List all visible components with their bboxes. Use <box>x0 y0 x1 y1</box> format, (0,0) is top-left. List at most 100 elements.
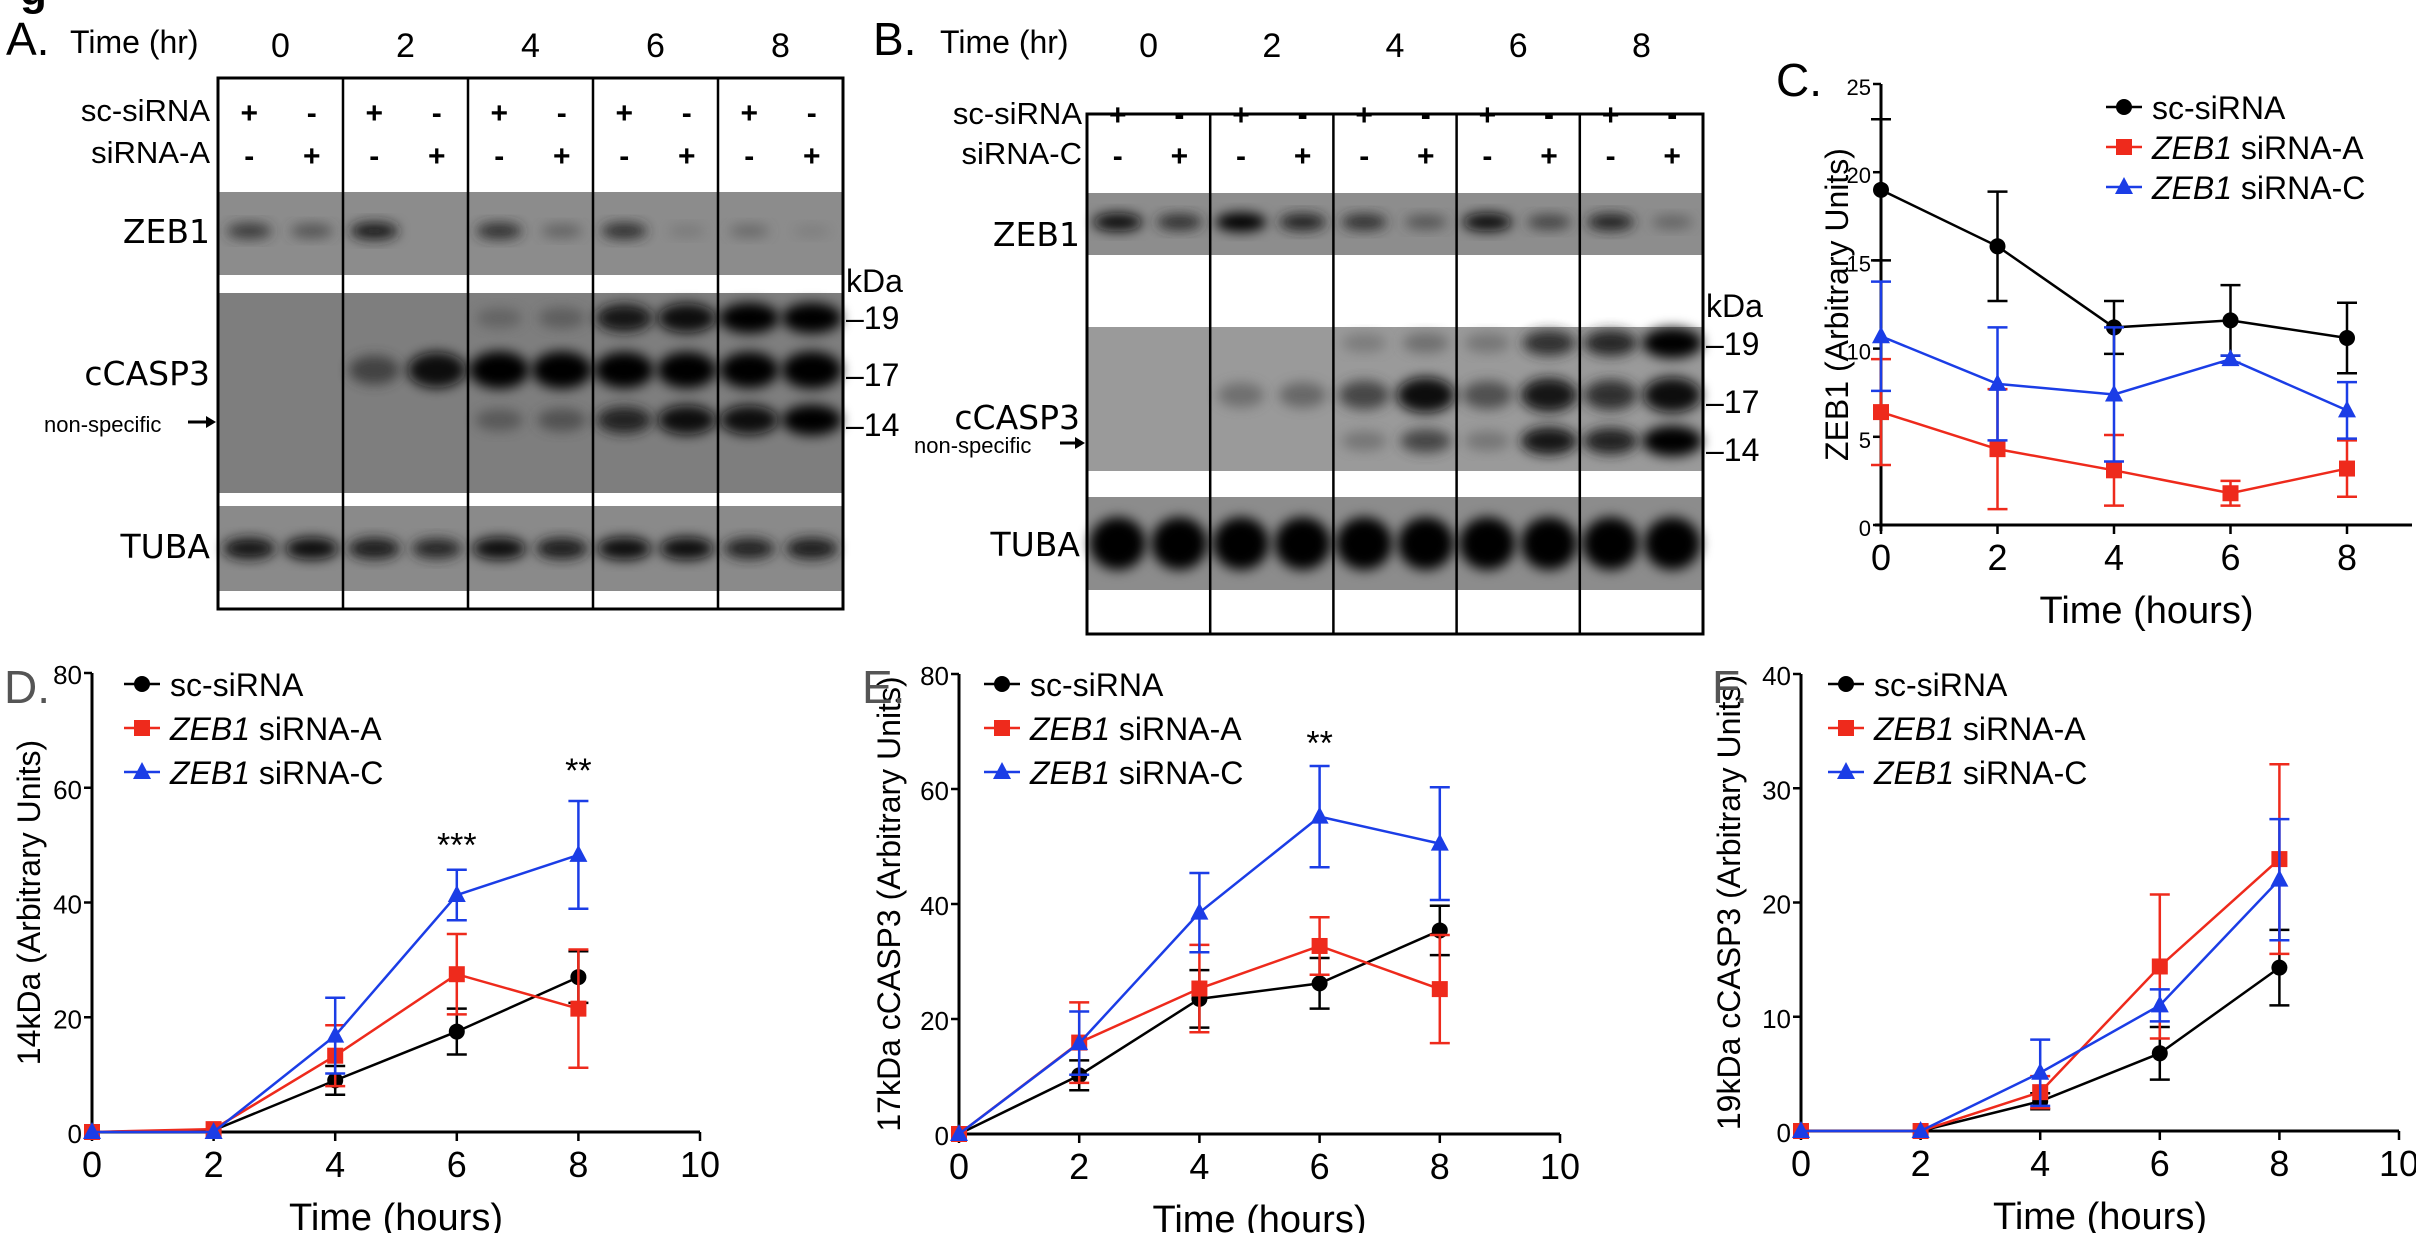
data-point-triangle <box>2150 995 2169 1013</box>
legend-entry: sc-siRNA <box>170 667 304 703</box>
ccasp3-17kda-band <box>1396 377 1455 413</box>
panel-a-marker-14: –14 <box>846 407 900 443</box>
ccasp3-19kda-band <box>657 303 716 333</box>
data-point-square <box>1191 980 1208 997</box>
ccasp3-17kda-band <box>348 355 400 385</box>
y-tick-label: 80 <box>920 661 949 691</box>
data-point-square <box>2339 460 2355 477</box>
x-tick-label: 10 <box>1540 1146 1580 1187</box>
panel-b-nonspecific-label: non-specific <box>914 433 1032 458</box>
y-tick-label: 80 <box>53 660 82 690</box>
treatment-mark: + <box>1294 140 1312 173</box>
x-tick-label: 2 <box>204 1144 224 1185</box>
tuba-band <box>285 537 339 560</box>
ccasp3-19kda-band <box>1642 327 1703 359</box>
data-point-triangle <box>1988 373 2007 391</box>
data-point-triangle <box>2221 349 2240 367</box>
significance-annotation: *** <box>437 827 477 865</box>
timepoint-label: 6 <box>646 27 665 65</box>
y-axis-label: 17kDa cCASP3 (Arbitrary Units) <box>871 676 907 1131</box>
ccasp3-19kda-band <box>1522 330 1576 356</box>
panel-a-row-label-sc: sc-siRNA <box>80 93 210 128</box>
legend-entry: ZEB1 siRNA-C <box>169 755 383 791</box>
legend-marker-square <box>134 720 150 736</box>
zeb1-band <box>1092 212 1143 232</box>
ccasp3-14kda-band <box>1464 431 1511 451</box>
y-tick-label: 0 <box>1777 1118 1791 1148</box>
panel-b-band-label-zeb1: ZEB1 <box>992 215 1080 254</box>
legend-marker-circle <box>134 676 150 692</box>
ccasp3-14kda-band <box>1400 429 1452 453</box>
ccasp3-17kda-band <box>781 351 842 389</box>
ccasp3-17kda-band <box>1584 379 1637 411</box>
ccasp3-14kda-band <box>657 405 716 435</box>
panel-a-letter: A. <box>6 13 50 65</box>
zeb1-band <box>476 222 523 240</box>
ccasp3-17kda-band <box>1217 382 1265 408</box>
tuba-band <box>535 537 588 560</box>
x-tick-label: 10 <box>2379 1143 2416 1184</box>
tuba-band <box>411 538 462 559</box>
zeb1-band <box>1215 212 1267 232</box>
y-tick-label: 0 <box>1859 516 1871 541</box>
data-point-triangle <box>2105 384 2123 402</box>
legend-entry: sc-siRNA <box>1874 667 2008 703</box>
zeb1-band <box>226 223 272 239</box>
chart-c: 0 5 10 15 20 25 0 2 4 6 8 Time (hours) ZEB1 (Arbitra… <box>1776 54 2412 632</box>
panel-letter: F. <box>1712 661 1748 713</box>
tuba-band <box>659 536 714 561</box>
legend-gene: ZEB1 <box>169 711 259 747</box>
zeb1-band <box>1341 214 1388 231</box>
data-point-circle <box>2271 959 2288 976</box>
timepoint-label: 8 <box>1632 27 1651 65</box>
legend-entry: ZEB1 siRNA-C <box>2151 170 2365 206</box>
tuba-band <box>1644 517 1701 570</box>
significance-annotation: ** <box>565 752 591 790</box>
ccasp3-14kda-band <box>1642 425 1703 457</box>
y-tick-label: 20 <box>53 1004 82 1034</box>
data-point-square <box>570 1000 587 1017</box>
y-tick-label: 10 <box>1762 1004 1791 1034</box>
ccasp3-19kda-band <box>1341 333 1387 353</box>
x-axis-label: Time (hours) <box>1153 1199 1367 1233</box>
tuba-band <box>1521 517 1577 570</box>
legend-gene: ZEB1 <box>2151 130 2241 166</box>
x-axis-label: Time (hours) <box>2040 590 2254 632</box>
ccasp3-17kda-band <box>719 351 779 389</box>
zeb1-band <box>793 225 831 237</box>
x-tick-label: 8 <box>2337 537 2357 578</box>
timepoint-label: 2 <box>1262 27 1281 65</box>
zeb1-band <box>729 224 770 238</box>
legend-gene: ZEB1 <box>1029 711 1119 747</box>
x-tick-label: 10 <box>680 1144 720 1185</box>
ccasp3-14kda-band <box>781 404 842 436</box>
treatment-mark: + <box>303 140 321 173</box>
treatment-mark: + <box>803 140 821 173</box>
treatment-mark: + <box>428 140 446 173</box>
panel-b-band-label-ccasp3: cCASP3 <box>954 398 1080 437</box>
legend-gene: ZEB1 <box>169 755 259 791</box>
treatment-mark: + <box>1417 140 1435 173</box>
arrowhead-icon <box>1075 437 1085 449</box>
x-tick-label: 0 <box>82 1144 102 1185</box>
y-tick-label: 25 <box>1847 75 1871 100</box>
data-point-triangle <box>569 844 588 862</box>
data-point-triangle <box>326 1025 345 1043</box>
data-point-circle <box>1873 181 1889 198</box>
tuba-band <box>472 537 526 560</box>
tuba-band <box>1336 517 1393 570</box>
panel-a-row-label-sirna: siRNA-A <box>91 135 210 170</box>
ccasp3-19kda-band <box>1464 333 1511 353</box>
ccasp3-19kda-band <box>1583 330 1638 356</box>
data-point-circle <box>2222 312 2239 329</box>
legend-marker-circle <box>994 676 1010 692</box>
treatment-mark: - <box>1606 140 1616 173</box>
x-tick-label: 2 <box>1069 1146 1089 1187</box>
tuba-band <box>1397 517 1454 570</box>
data-point-square <box>1311 937 1328 954</box>
zeb1-band <box>350 222 399 240</box>
panel-letter: E. <box>862 661 905 713</box>
panel-a-band-label-zeb1: ZEB1 <box>122 212 210 251</box>
treatment-mark: - <box>432 97 442 130</box>
timepoint-label: 4 <box>521 27 540 65</box>
